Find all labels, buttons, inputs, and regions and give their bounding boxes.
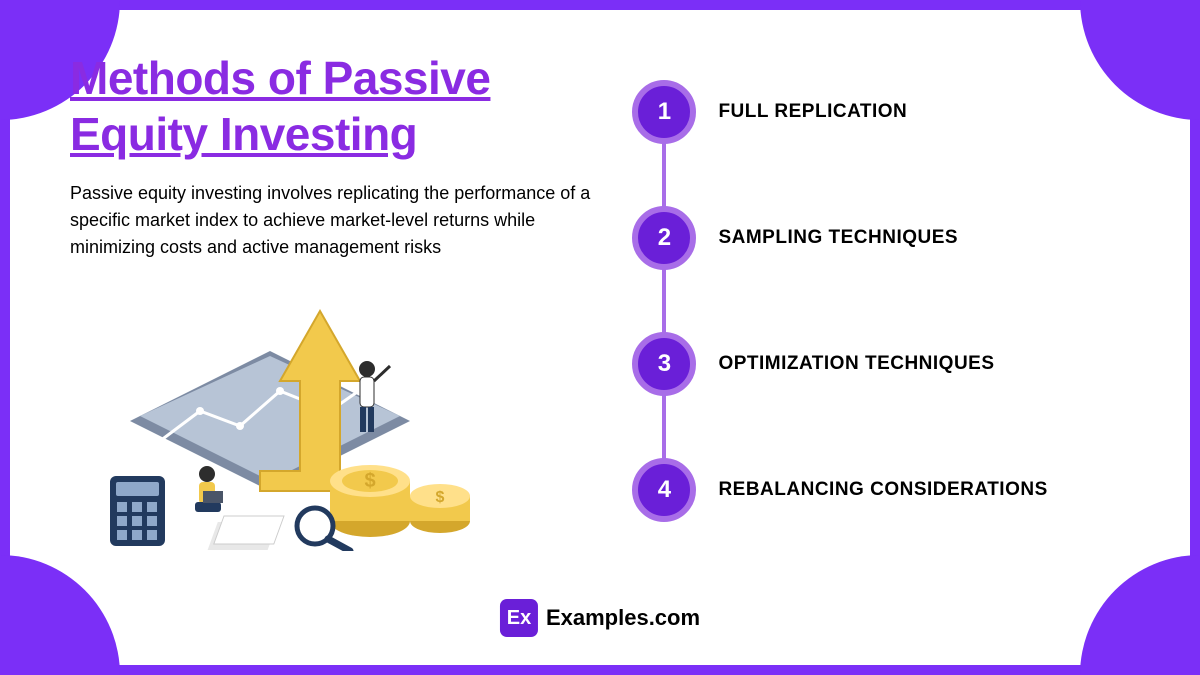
svg-text:$: $ [364,470,375,492]
step-label: OPTIMIZATION TECHNIQUES [718,353,994,375]
svg-text:$: $ [436,489,445,506]
step-item: 2 SAMPLING TECHNIQUES [632,206,1130,270]
step-number-badge: 2 [632,206,696,270]
finance-illustration-icon: $ $ [100,291,480,551]
left-column: Methods of Passive Equity Investing Pass… [70,50,612,635]
brand-text: Examples.com [546,605,700,631]
brand-badge-icon: Ex [500,599,538,637]
step-number-badge: 4 [632,458,696,522]
page-title: Methods of Passive Equity Investing [70,50,592,162]
step-connector-line [662,110,666,492]
step-item: 4 REBALANCING CONSIDERATIONS [632,458,1130,522]
step-item: 3 OPTIMIZATION TECHNIQUES [632,332,1130,396]
content-area: Methods of Passive Equity Investing Pass… [10,10,1190,665]
brand-footer: Ex Examples.com [500,599,700,637]
step-label: REBALANCING CONSIDERATIONS [718,479,1047,501]
step-item: 1 FULL REPLICATION [632,80,1130,144]
step-number-badge: 3 [632,332,696,396]
steps-list: 1 FULL REPLICATION 2 SAMPLING TECHNIQUES… [632,80,1130,522]
step-label: SAMPLING TECHNIQUES [718,227,958,249]
right-column: 1 FULL REPLICATION 2 SAMPLING TECHNIQUES… [612,50,1130,635]
page-description: Passive equity investing involves replic… [70,180,592,261]
step-label: FULL REPLICATION [718,101,907,123]
step-number-badge: 1 [632,80,696,144]
infographic-frame: Methods of Passive Equity Investing Pass… [0,0,1200,675]
